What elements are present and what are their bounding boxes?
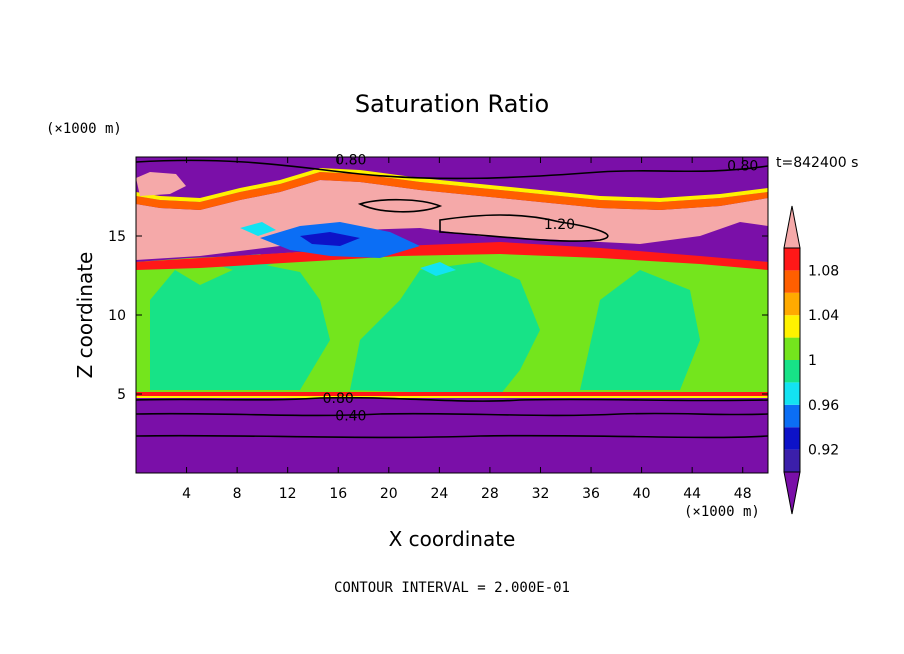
y-unit-label: (×1000 m) <box>46 121 122 137</box>
contour-label: 1.20 <box>544 217 575 233</box>
contour-interval-label: CONTOUR INTERVAL = 2.000E-01 <box>334 580 570 596</box>
x-unit-label: (×1000 m) <box>684 504 760 520</box>
x-axis-label: X coordinate <box>389 527 516 551</box>
x-axis: 4 8 12 16 20 24 28 32 36 40 44 48 <box>182 157 752 502</box>
x-tick-label: 16 <box>329 486 347 502</box>
colorbar-segment <box>784 360 800 383</box>
contour-040 <box>136 412 768 417</box>
patch-teal-right <box>580 270 700 390</box>
colorbar-label: 1.04 <box>808 308 839 324</box>
contour-080-bottom <box>136 396 768 402</box>
colorbar-segment <box>784 404 800 428</box>
y-tick-label: 15 <box>108 229 126 245</box>
patch-teal-left <box>150 262 330 390</box>
plot-field <box>136 157 768 473</box>
colorbar-segment <box>784 315 800 338</box>
colorbar-segment <box>784 382 800 405</box>
contour-lower <box>136 434 768 439</box>
colorbar-extend-low <box>783 471 801 515</box>
x-tick-label: 36 <box>582 486 600 502</box>
colorbar-segment <box>784 427 800 450</box>
contour-label: 0.80 <box>335 152 366 168</box>
warm-top-edge <box>136 172 768 210</box>
colorbar-segment <box>784 449 800 472</box>
x-tick-label: 44 <box>683 486 701 502</box>
red-strip <box>136 242 768 270</box>
contour-labels: 0.80 0.801.200.800.40 <box>323 152 759 424</box>
colorbar-extend-high <box>783 205 801 249</box>
x-tick-label: 40 <box>633 486 651 502</box>
y-axis: 5 10 15 <box>108 229 768 403</box>
contour-120-left <box>357 198 443 213</box>
colorbar-label: 0.96 <box>808 398 839 414</box>
colorbar: 0.92 0.96 1 1.04 1.08 <box>783 205 839 515</box>
x-tick-label: 32 <box>532 486 550 502</box>
chart-title: Saturation Ratio <box>355 90 549 118</box>
base-yellow-line <box>136 396 768 398</box>
y-axis-label: Z coordinate <box>73 252 97 379</box>
x-tick-label: 8 <box>233 486 242 502</box>
colorbar-label: 1.08 <box>808 263 839 279</box>
x-tick-label: 4 <box>182 486 191 502</box>
x-tick-label: 28 <box>481 486 499 502</box>
colorbar-label: 0.92 <box>808 443 839 459</box>
contour-label: 0.80 <box>323 391 354 407</box>
blue-intrusion-core <box>300 232 360 246</box>
x-tick-label: 20 <box>380 486 398 502</box>
base-red-line <box>136 392 768 396</box>
time-label: t=842400 s <box>776 155 858 171</box>
x-tick-label: 48 <box>734 486 752 502</box>
pink-top-left <box>136 172 186 196</box>
cyan-patches <box>240 222 456 276</box>
patch-teal-center <box>350 262 540 395</box>
contour-120 <box>439 214 609 242</box>
y-tick-label: 10 <box>108 308 126 324</box>
colorbar-segment <box>784 337 800 360</box>
colorbar-label: 1 <box>808 353 817 369</box>
colorbar-segment <box>784 248 800 271</box>
x-tick-label: 24 <box>430 486 448 502</box>
contour-lines <box>136 159 768 439</box>
y-tick-label: 5 <box>117 387 126 403</box>
contour-080-top <box>136 159 768 180</box>
colorbar-segment <box>784 270 800 293</box>
contour-label: 0.80 <box>727 159 758 175</box>
yellow-top-edge <box>136 168 768 202</box>
contour-label: 0.40 <box>335 408 366 424</box>
x-tick-label: 12 <box>279 486 297 502</box>
colorbar-segment <box>784 292 800 316</box>
